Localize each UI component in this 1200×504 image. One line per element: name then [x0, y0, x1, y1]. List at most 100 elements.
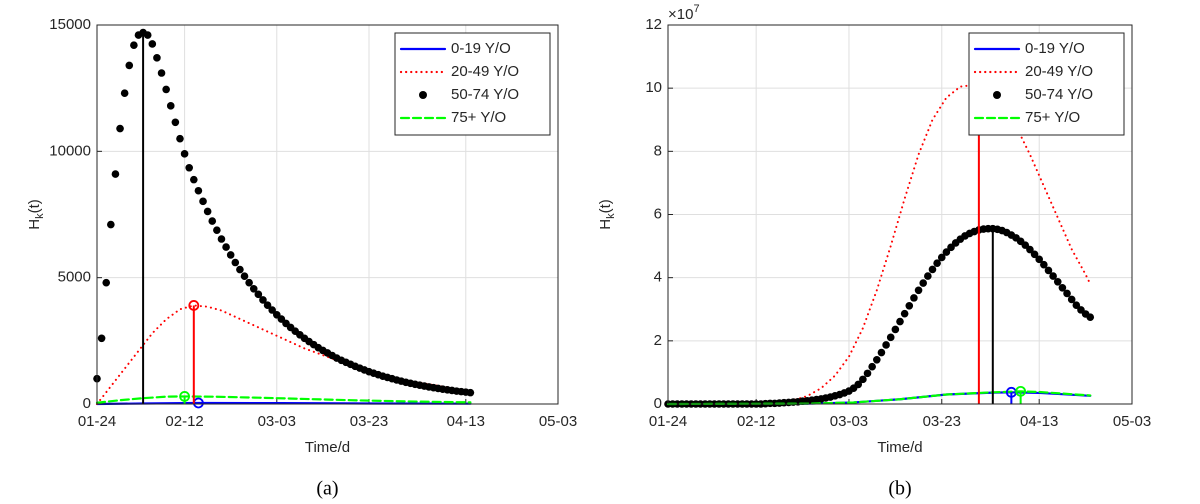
data-point: [1086, 313, 1095, 321]
data-point: [1063, 289, 1071, 298]
data-point: [111, 170, 120, 178]
x-tick-label: 04-13: [447, 413, 485, 430]
data-point: [208, 217, 217, 225]
data-point: [1040, 260, 1048, 269]
data-point: [928, 265, 937, 274]
data-point: [1044, 266, 1053, 275]
y-tick-label: 4: [654, 269, 662, 286]
data-point: [185, 163, 193, 172]
legend-label: 20-49 Y/O: [451, 63, 519, 80]
y-tick-label: 0: [83, 395, 91, 412]
data-point: [176, 134, 184, 143]
subplot: 01-24 02-12 03-03 03-23 04-13 05-03 0 2 4 6 8 10 12 T…: [597, 3, 1151, 500]
data-point: [143, 31, 152, 39]
data-point: [199, 197, 207, 206]
subplot-label: (b): [888, 478, 911, 500]
data-point: [914, 286, 923, 295]
x-tick-label: 03-23: [923, 413, 961, 430]
subplot: 01-24 02-12 03-03 03-23 04-13 05-03 0 5000 10000…: [26, 16, 577, 500]
y-tick-label: 15000: [49, 16, 91, 33]
axes-box: [96, 24, 559, 405]
data-point: [859, 375, 867, 384]
legend-label: 0-19 Y/O: [451, 40, 511, 57]
data-point: [194, 186, 203, 195]
data-point: [120, 89, 129, 98]
data-point: [249, 284, 258, 293]
data-point: [868, 362, 876, 371]
data-point: [231, 258, 240, 267]
multiplier-exponent: 7: [693, 3, 699, 15]
y-label-main: H: [26, 219, 43, 230]
data-point: [854, 380, 863, 389]
legend-label: 20-49 Y/O: [1025, 63, 1093, 80]
data-point: [217, 235, 226, 243]
x-axis-label: Time/d: [877, 439, 922, 456]
y-multiplier: ×107: [668, 3, 700, 23]
data-point: [263, 301, 272, 310]
y-label-sub: k: [605, 213, 617, 219]
x-tick-label: 04-13: [1020, 413, 1058, 430]
legend-swatch: [419, 91, 427, 99]
data-point: [937, 253, 946, 262]
data-point: [919, 279, 927, 287]
data-point: [905, 301, 914, 310]
data-point: [107, 220, 115, 229]
x-tick-label: 03-03: [830, 413, 868, 430]
x-axis-label: Time/d: [305, 439, 350, 456]
y-axis-label: Hk(t): [597, 199, 617, 230]
data-point: [116, 124, 124, 133]
data-point: [900, 309, 909, 318]
x-tick-label: 05-03: [539, 413, 577, 430]
peak-marker: [179, 391, 190, 402]
legend-label: 75+ Y/O: [1025, 109, 1080, 126]
data-point: [910, 294, 918, 302]
data-point: [1049, 272, 1057, 280]
data-point: [466, 388, 475, 397]
data-point: [190, 175, 198, 184]
data-point: [157, 69, 166, 77]
subplot-label: (a): [316, 478, 338, 500]
x-tick-label: 02-12: [165, 413, 203, 430]
y-tick-label: 8: [654, 142, 662, 159]
data-point: [226, 251, 235, 259]
series-line: [666, 390, 1092, 406]
y-label-rest: (t): [26, 199, 43, 213]
data-point: [245, 278, 253, 287]
x-tick-label: 05-03: [1113, 413, 1151, 430]
y-label-sub: k: [34, 213, 46, 219]
data-point: [933, 259, 941, 267]
data-point: [1053, 277, 1062, 286]
data-point: [125, 61, 134, 70]
series-line: [95, 395, 472, 404]
y-tick-label: 12: [645, 16, 662, 33]
x-tick-label: 03-03: [258, 413, 296, 430]
data-point: [942, 248, 951, 256]
y-axis-label: Hk(t): [26, 199, 46, 230]
y-tick-label: 2: [654, 332, 662, 349]
data-point: [863, 369, 872, 378]
data-point: [1072, 301, 1081, 309]
data-point: [877, 348, 886, 357]
data-point: [259, 296, 267, 304]
y-tick-label: 10: [645, 79, 662, 96]
data-point: [162, 85, 170, 94]
legend-swatch: [993, 91, 1001, 99]
multiplier-base: ×10: [668, 6, 693, 23]
data-point: [882, 341, 890, 349]
y-tick-label: 6: [654, 205, 662, 222]
data-point: [240, 272, 249, 280]
legend-label: 75+ Y/O: [451, 109, 506, 126]
data-point: [166, 102, 175, 110]
data-point: [180, 150, 189, 158]
y-tick-label: 0: [654, 395, 662, 412]
data-point: [153, 54, 161, 62]
data-point: [873, 355, 881, 364]
data-point: [1058, 283, 1067, 292]
data-point: [896, 317, 904, 326]
data-point: [924, 272, 932, 280]
data-point: [1030, 250, 1039, 259]
data-point: [268, 306, 276, 314]
data-point: [102, 278, 111, 287]
y-label-rest: (t): [597, 199, 614, 213]
legend-label: 50-74 Y/O: [451, 86, 519, 103]
